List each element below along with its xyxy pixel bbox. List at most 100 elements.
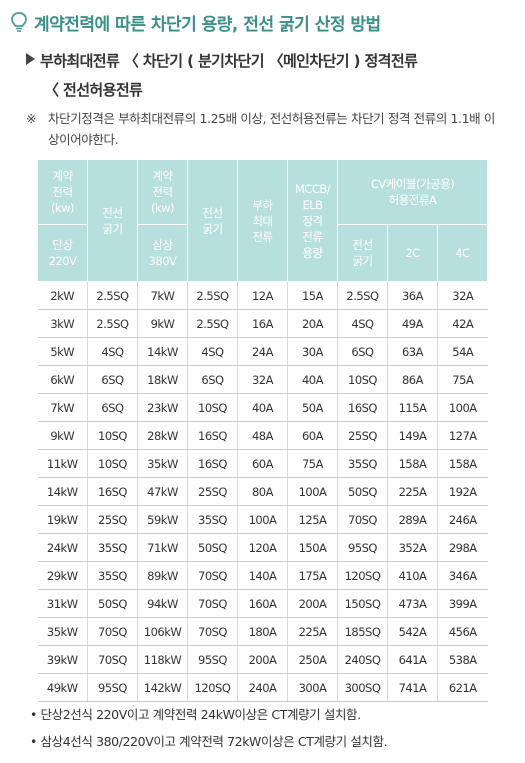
table-cell: 6SQ: [87, 365, 138, 394]
table-cell: 25SQ: [337, 421, 388, 450]
table-cell: 50SQ: [337, 477, 388, 506]
table-cell: 180A: [237, 617, 288, 646]
table-cell: 4SQ: [337, 309, 388, 338]
table-cell: 225A: [287, 617, 338, 646]
table-cell: 60A: [237, 449, 288, 478]
table-cell: 50SQ: [187, 533, 238, 562]
table-cell: 150SQ: [337, 589, 388, 618]
table-cell: 40A: [287, 365, 338, 394]
table-cell: 115A: [387, 393, 438, 422]
table-row: 24kW 35SQ 71kW 50SQ 120A 150A 95SQ 352A 298A: [37, 533, 488, 562]
table-cell: 185SQ: [337, 617, 388, 646]
table-cell: 120SQ: [187, 673, 238, 702]
header-load-max-current: 부하 최대 전류: [237, 159, 288, 282]
table-cell: 36A: [387, 281, 438, 310]
table-cell: 120SQ: [337, 561, 388, 590]
table-row: 19kW 25SQ 59kW 35SQ 100A 125A 70SQ 289A 246A: [37, 505, 488, 534]
table-cell: 150A: [287, 533, 338, 562]
header-phase-1: 단상 220V: [37, 224, 88, 282]
table-cell: 48A: [237, 421, 288, 450]
table-cell: 32A: [436, 281, 488, 310]
table-row: 35kW 70SQ 106kW 70SQ 180A 225A 185SQ 542A 456A: [37, 617, 488, 646]
table-cell: 32A: [237, 365, 288, 394]
table-cell: 410A: [387, 561, 438, 590]
table-row: 5kW 4SQ 14kW 4SQ 24A 30A 6SQ 63A 54A: [37, 337, 488, 366]
table-cell: 4SQ: [87, 337, 138, 366]
table-cell: 59kW: [137, 505, 188, 534]
header-wire-1: 전선 굵기: [87, 159, 138, 282]
table-cell: 10SQ: [187, 393, 238, 422]
table-cell: 31kW: [37, 589, 88, 618]
table-row: 2kW 2.5SQ 7kW 2.5SQ 12A 15A 2.5SQ 36A 32A: [37, 281, 488, 310]
table-cell: 300SQ: [337, 673, 388, 702]
note-mark: ※: [26, 111, 37, 126]
header-wire-2: 전선 굵기: [187, 159, 238, 282]
table-body: 2kW 2.5SQ 7kW 2.5SQ 12A 15A 2.5SQ 36A 32A 3kW 2.5S…: [37, 281, 488, 702]
table-row: 11kW 10SQ 35kW 16SQ 60A 75A 35SQ 158A 158A: [37, 449, 488, 478]
table-cell: 40A: [237, 393, 288, 422]
table-cell: 75A: [287, 449, 338, 478]
table-row: 6kW 6SQ 18kW 6SQ 32A 40A 10SQ 86A 75A: [37, 365, 488, 394]
table-cell: 125A: [287, 505, 338, 534]
table-cell: 19kW: [37, 505, 88, 534]
table-cell: 142kW: [137, 673, 188, 702]
table-row: 31kW 50SQ 94kW 70SQ 160A 200A 150SQ 473A 399A: [37, 589, 488, 618]
table-cell: 39kW: [37, 645, 88, 674]
table-cell: 10SQ: [87, 449, 138, 478]
table-cell: 9kW: [37, 421, 88, 450]
table-cell: 70SQ: [337, 505, 388, 534]
table-cell: 11kW: [37, 449, 88, 478]
footnote-1: • 단상2선식 220V이고 계약전력 24kW이상은 CT계량기 설치함.: [30, 707, 361, 722]
table-cell: 2.5SQ: [187, 309, 238, 338]
table-cell: 12A: [237, 281, 288, 310]
table-cell: 2kW: [37, 281, 88, 310]
table-cell: 5kW: [37, 337, 88, 366]
header-cv-2c: 2C: [387, 224, 438, 282]
table-cell: 2.5SQ: [187, 281, 238, 310]
table-cell: 89kW: [137, 561, 188, 590]
breaker-wire-table: 계약 전력 (kw) 전선 굵기 계약 전력 (kw) 전선 굵기 부하 최대 …: [37, 159, 489, 702]
table-cell: 16A: [237, 309, 288, 338]
table-cell: 49kW: [37, 673, 88, 702]
title-text: 계약전력에 따른 차단기 용량, 전선 굵기 산정 방법: [34, 14, 381, 35]
table-cell: 140A: [237, 561, 288, 590]
table-cell: 50A: [287, 393, 338, 422]
table-cell: 70SQ: [187, 617, 238, 646]
table-cell: 456A: [436, 617, 488, 646]
table-cell: 28kW: [137, 421, 188, 450]
table-row: 7kW 6SQ 23kW 10SQ 40A 50A 16SQ 115A 100A: [37, 393, 488, 422]
table-cell: 14kW: [37, 477, 88, 506]
table-cell: 10SQ: [87, 421, 138, 450]
table-cell: 63A: [387, 337, 438, 366]
page-title: 계약전력에 따른 차단기 용량, 전선 굵기 산정 방법: [10, 8, 381, 36]
table-cell: 42A: [436, 309, 488, 338]
footnote-2: • 삼상4선식 380/220V이고 계약전력 72kW이상은 CT계량기 설치…: [30, 734, 388, 749]
note: ※ 차단기정격은 부하최대전류의 1.25배 이상, 전선허용전류는 차단기 정…: [26, 108, 496, 150]
table-cell: 250A: [287, 645, 338, 674]
table-cell: 18kW: [137, 365, 188, 394]
table-cell: 35SQ: [87, 533, 138, 562]
table-cell: 20A: [287, 309, 338, 338]
table-cell: 6kW: [37, 365, 88, 394]
table-cell: 16SQ: [187, 421, 238, 450]
table-cell: 75A: [436, 365, 488, 394]
table-cell: 100A: [237, 505, 288, 534]
table-cell: 127A: [436, 421, 488, 450]
table-cell: 94kW: [137, 589, 188, 618]
table-cell: 80A: [237, 477, 288, 506]
subtitle-line-1: 부하최대전류 〈 차단기 ( 분기차단기 〈메인차단기 ) 정격전류: [26, 50, 418, 71]
table-cell: 106kW: [137, 617, 188, 646]
table-cell: 24kW: [37, 533, 88, 562]
header-cv-4c: 4C: [436, 224, 489, 282]
lightbulb-icon: [10, 11, 28, 33]
table-cell: 741A: [387, 673, 438, 702]
header-mccb-elb: MCCB/ ELB 정격 전류 용량: [287, 159, 338, 282]
table-cell: 240A: [237, 673, 288, 702]
table-row: 14kW 16SQ 47kW 25SQ 80A 100A 50SQ 225A 192A: [37, 477, 488, 506]
table-cell: 538A: [436, 645, 488, 674]
header-cv-cable: CV케이블(가공용) 허용전류A: [336, 159, 489, 225]
table-cell: 47kW: [137, 477, 188, 506]
table-cell: 175A: [287, 561, 338, 590]
table-cell: 352A: [387, 533, 438, 562]
table-cell: 70SQ: [87, 645, 138, 674]
